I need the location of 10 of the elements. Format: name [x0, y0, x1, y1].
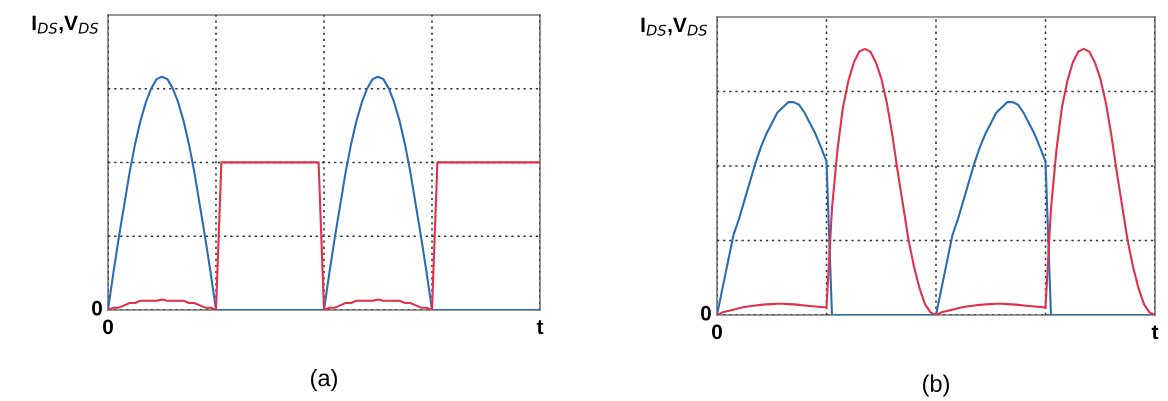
- text: 0: [700, 305, 711, 321]
- text: 0: [712, 324, 722, 340]
- text: 0: [103, 319, 113, 335]
- text: (b): [923, 374, 949, 397]
- y-axis-title: I$_{DS}$,V$_{DS}$: [32, 15, 99, 34]
- text: 0: [92, 300, 102, 316]
- y-axis-title: I$_{DS}$,V$_{DS}$: [641, 17, 708, 36]
- text: t: [536, 320, 544, 335]
- text: (a): [311, 369, 337, 391]
- text: t: [1151, 325, 1159, 340]
